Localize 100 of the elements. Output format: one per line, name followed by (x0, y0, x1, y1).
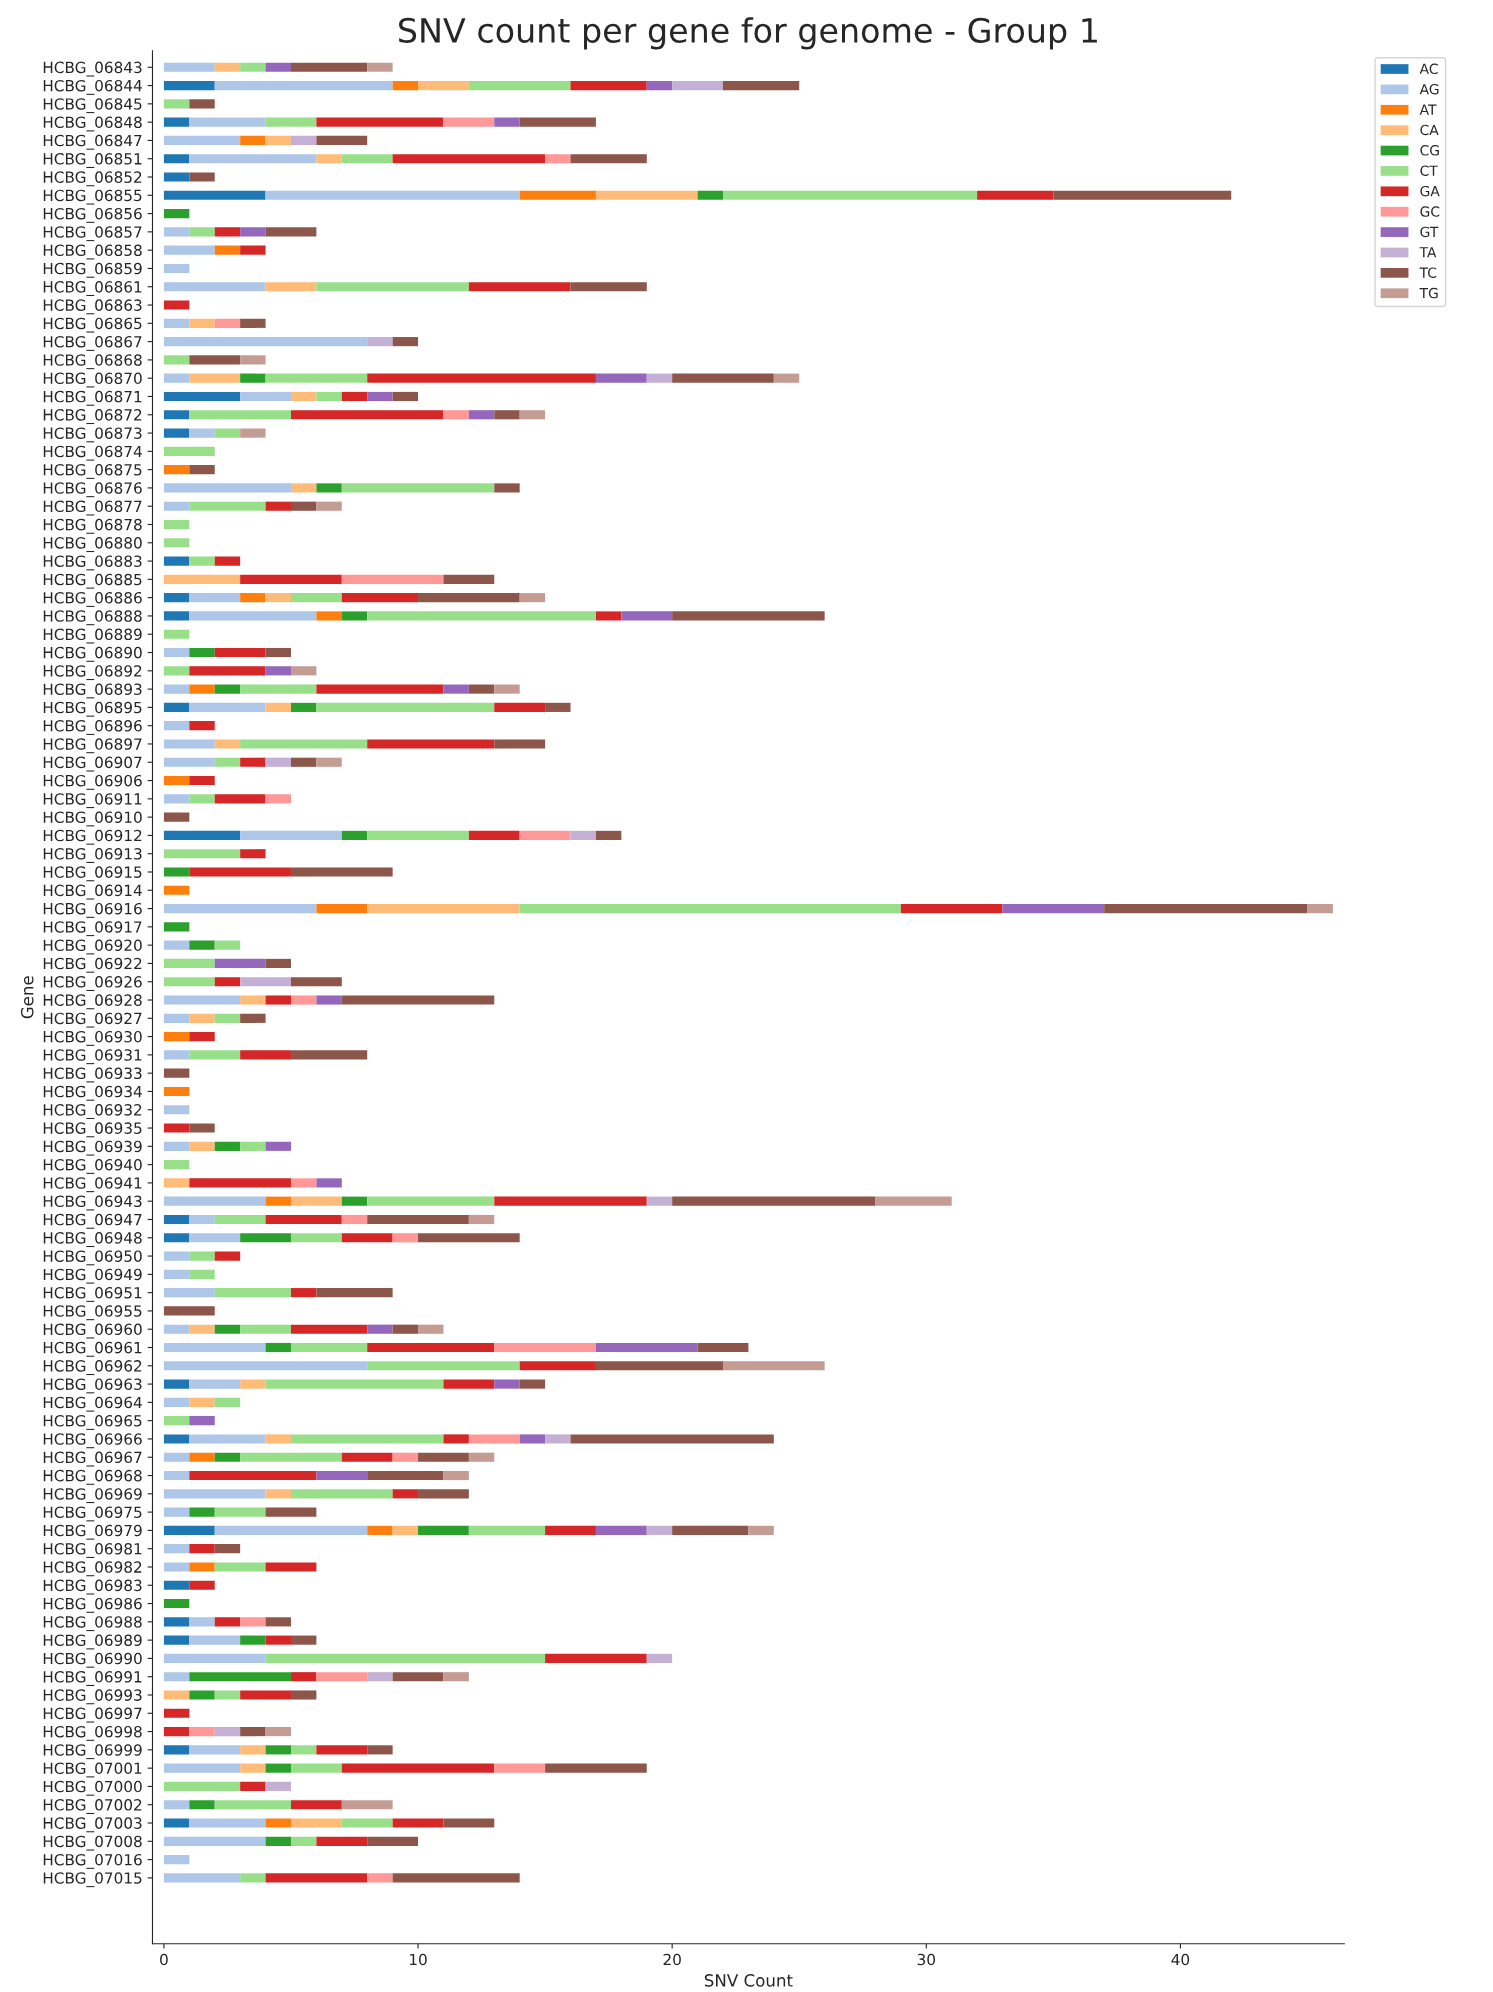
bar (189, 355, 241, 365)
bar (290, 1288, 317, 1298)
bar (316, 135, 368, 145)
y-tick-label: HCBG_06865 (43, 317, 142, 333)
bar (316, 1288, 393, 1298)
bar (163, 1196, 266, 1206)
bar (189, 794, 215, 804)
bar (163, 1544, 190, 1554)
bar (468, 684, 495, 694)
bar (189, 593, 241, 603)
bar (163, 1105, 190, 1115)
bar (189, 1672, 291, 1682)
bar (163, 1379, 190, 1389)
bar (392, 1324, 419, 1334)
bar (519, 190, 596, 200)
bar (163, 922, 190, 932)
y-tick-label: HCBG_06914 (43, 884, 142, 900)
y-tick-label: HCBG_06886 (43, 591, 142, 607)
y-tick-label: HCBG_06948 (43, 1232, 142, 1248)
bar (189, 1562, 215, 1572)
bar (443, 1470, 469, 1481)
bar (163, 611, 190, 621)
bar (189, 373, 241, 383)
bar (265, 1141, 291, 1151)
bar (570, 154, 647, 164)
bar (316, 684, 444, 694)
bar (189, 775, 215, 786)
bar (418, 1525, 469, 1535)
y-tick-label: HCBG_06892 (43, 665, 142, 681)
bar (316, 1178, 342, 1188)
y-tick-label: HCBG_06933 (43, 1067, 142, 1083)
bar (189, 154, 317, 164)
y-tick-label: HCBG_06859 (43, 262, 142, 278)
bar (214, 1288, 291, 1298)
y-tick-label: HCBG_06868 (43, 354, 142, 370)
bar (189, 1580, 215, 1590)
y-tick-label: HCBG_06888 (43, 610, 142, 626)
bar (189, 647, 215, 658)
bar (595, 373, 647, 383)
y-tick-label: HCBG_06843 (43, 61, 142, 77)
bar (1104, 904, 1308, 914)
bar (265, 1873, 368, 1883)
y-tick-label: HCBG_06873 (43, 427, 142, 443)
bar (240, 684, 317, 694)
bar (189, 117, 266, 127)
bar (163, 1086, 190, 1097)
bar (163, 757, 215, 767)
bar (163, 190, 266, 200)
bar (265, 135, 291, 145)
legend-label: CG (1420, 145, 1439, 156)
bar (672, 373, 774, 383)
bar (214, 1562, 266, 1572)
bar (290, 135, 317, 145)
bar (163, 849, 241, 859)
bar (189, 1013, 215, 1023)
bar (341, 1800, 393, 1810)
bar (163, 1141, 190, 1151)
legend-label: AT (1419, 104, 1437, 115)
bar (189, 1690, 215, 1700)
bar (240, 391, 291, 402)
bar (163, 99, 190, 109)
x-axis-title: SNV Count (704, 1974, 793, 1987)
bar (189, 501, 266, 511)
bar (214, 794, 266, 804)
bar (189, 1269, 215, 1279)
y-tick-label: HCBG_06883 (43, 555, 142, 571)
bar (265, 757, 291, 767)
bar (163, 1251, 190, 1261)
y-tick-label: HCBG_06947 (43, 1213, 142, 1229)
bar (443, 1434, 469, 1444)
bar (290, 1342, 368, 1353)
bar (595, 1361, 723, 1371)
bar (240, 977, 291, 987)
bar (163, 1873, 241, 1883)
bar (189, 1727, 215, 1737)
bar (290, 1233, 342, 1243)
bar (240, 355, 266, 365)
bar (443, 117, 495, 127)
y-tick-label: HCBG_06872 (43, 409, 142, 425)
y-tick-label: HCBG_06975 (43, 1506, 142, 1522)
bar (214, 739, 241, 749)
bar (214, 1507, 266, 1517)
bar (722, 190, 978, 200)
bar (214, 1324, 241, 1334)
bar (189, 172, 215, 182)
bar (163, 117, 190, 127)
bar (367, 1836, 419, 1846)
bar (290, 501, 317, 511)
y-tick-label: HCBG_07002 (43, 1799, 142, 1814)
bar (214, 1800, 291, 1810)
bar (595, 190, 698, 200)
bar (163, 1855, 190, 1865)
x-tick-label: 40 (1171, 1953, 1190, 1966)
bar (290, 1800, 342, 1810)
bar (163, 629, 190, 639)
bar (163, 1342, 266, 1353)
bar (494, 1196, 647, 1206)
bar (265, 1836, 291, 1846)
bar (189, 99, 215, 109)
y-tick-label: HCBG_06962 (43, 1360, 142, 1376)
